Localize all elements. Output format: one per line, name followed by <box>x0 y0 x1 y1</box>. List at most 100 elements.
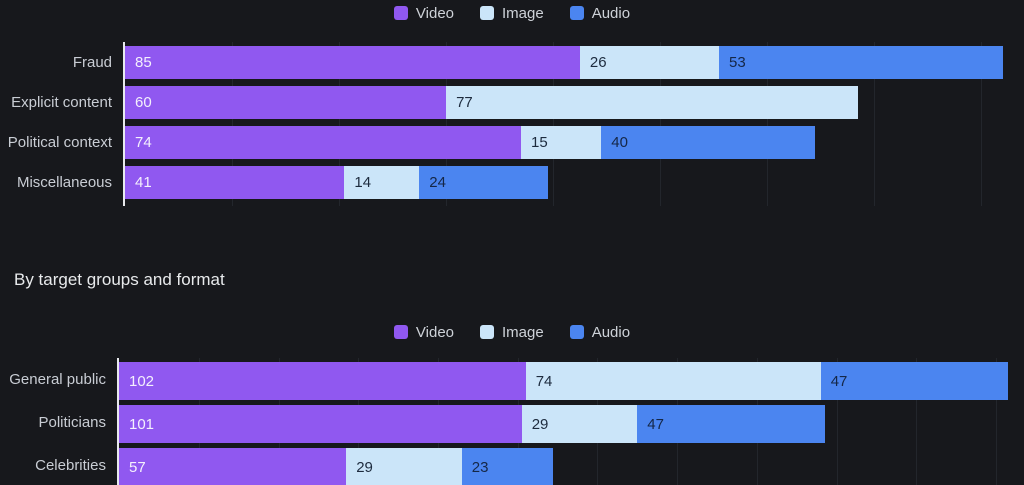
value-label: 53 <box>728 54 746 71</box>
category-label: Political context <box>7 133 112 151</box>
legend-label: Video <box>415 323 454 341</box>
gridline <box>339 42 340 206</box>
value-label: 57 <box>129 458 146 476</box>
stacked-bar: 85 26 53 <box>125 46 1003 79</box>
gridline <box>232 42 233 206</box>
value-label: 85 <box>135 54 152 71</box>
legend-label: Audio <box>591 4 631 22</box>
value-label: 14 <box>354 174 372 191</box>
bar-segment-audio: 23 <box>461 448 554 485</box>
category-label: Miscellaneous <box>16 173 112 191</box>
value-label: 47 <box>647 415 664 433</box>
bar-segment-image: 14 <box>344 166 420 199</box>
value-label: 74 <box>135 134 152 151</box>
value-label: 23 <box>471 458 489 476</box>
legend-item-video: Video <box>393 323 454 341</box>
value-label: 102 <box>129 372 155 390</box>
bar-segment-image: 26 <box>579 46 719 79</box>
bar-row: Explicit content 60 77 <box>0 82 1024 122</box>
stacked-bar: 57 29 23 <box>119 448 554 485</box>
gridline <box>874 42 876 206</box>
bar-segment-video: 85 <box>125 46 580 79</box>
bar-segment-video: 57 <box>119 448 347 485</box>
plot-area: General public 102 74 47 Politicians 101 29 47 C… <box>0 358 1024 485</box>
bar-row: Miscellaneous 41 14 24 <box>0 162 1024 202</box>
category-label: Celebrities <box>35 457 106 474</box>
deepfake-report-page: { "page": { "background_color": "#17181c… <box>0 5 1024 485</box>
bar-segment-video: 74 <box>125 126 521 159</box>
bar-segment-audio: 53 <box>718 46 1003 79</box>
legend-item-audio: Audio <box>569 323 631 341</box>
gridline <box>767 42 769 206</box>
gridline <box>553 42 555 206</box>
plot-area: Fraud 85 26 53 Explicit content 60 77 Political… <box>0 42 1024 206</box>
stacked-bar: 102 74 47 <box>119 362 1009 400</box>
bar-segment-image: 29 <box>521 405 638 443</box>
bar-row: Fraud 85 26 53 <box>0 42 1024 82</box>
bar-row: Politicians 101 29 47 <box>0 401 1024 444</box>
value-label: 15 <box>531 134 548 151</box>
legend-item-image: Image <box>480 5 544 22</box>
legend: Video Image Audio <box>0 4 1024 22</box>
bar-segment-audio: 47 <box>637 405 825 443</box>
bar-segment-image: 77 <box>446 86 859 119</box>
bar-segment-video: 60 <box>125 86 447 119</box>
value-label: 101 <box>129 415 155 433</box>
bar-row: General public 102 74 47 <box>0 358 1024 401</box>
value-label: 74 <box>535 372 553 390</box>
section-title: By target groups and format <box>14 270 225 289</box>
stacked-bar: 74 15 40 <box>125 126 816 159</box>
category-label: Explicit content <box>11 93 112 111</box>
bar-segment-image: 29 <box>346 448 462 485</box>
bar-segment-audio: 24 <box>419 166 548 199</box>
legend-item-image: Image <box>480 324 544 341</box>
value-label: 26 <box>589 54 607 71</box>
value-label: 29 <box>531 415 549 433</box>
category-label: General public <box>9 371 106 388</box>
bar-segment-video: 101 <box>119 405 522 443</box>
y-axis-line <box>123 42 125 206</box>
y-axis-line <box>117 358 119 485</box>
value-label: 60 <box>135 94 152 111</box>
bar-segment-video: 41 <box>125 166 345 199</box>
value-label: 29 <box>356 458 373 476</box>
bar-segment-audio: 47 <box>820 362 1009 400</box>
video-swatch-icon <box>393 325 408 339</box>
stacked-bar: 60 77 <box>125 86 859 119</box>
legend-label: Image <box>502 4 544 22</box>
image-swatch-icon <box>480 325 494 339</box>
bar-segment-image: 74 <box>525 362 821 400</box>
chart-by-target-group-and-format: Video Image Audio General public 102 74 47 Pol… <box>0 324 1024 485</box>
legend-item-video: Video <box>393 4 454 22</box>
gridline <box>836 358 838 485</box>
legend-label: Video <box>415 4 454 22</box>
bar-row: Celebrities 57 29 23 <box>0 444 1024 485</box>
category-label: Politicians <box>38 414 106 431</box>
value-label: 77 <box>456 94 473 111</box>
value-label: 47 <box>830 372 848 390</box>
legend-label: Image <box>502 323 544 341</box>
chart-by-reason-and-format: Video Image Audio Fraud 85 26 53 Explicit cont… <box>0 5 1024 206</box>
bar-segment-video: 102 <box>119 362 526 400</box>
bar-segment-audio: 40 <box>601 126 816 159</box>
legend: Video Image Audio <box>0 323 1024 341</box>
value-label: 24 <box>429 174 446 191</box>
bar-row: Political context 74 15 40 <box>0 122 1024 162</box>
gridline <box>916 358 918 485</box>
gridline <box>660 42 662 206</box>
gridline <box>996 358 998 485</box>
gridline <box>981 42 983 206</box>
value-label: 40 <box>611 134 628 151</box>
legend-item-audio: Audio <box>569 4 631 22</box>
legend-label: Audio <box>591 323 631 341</box>
audio-swatch-icon <box>569 6 584 20</box>
category-label: Fraud <box>72 53 112 71</box>
audio-swatch-icon <box>569 325 584 339</box>
stacked-bar: 101 29 47 <box>119 405 825 443</box>
value-label: 41 <box>135 174 152 191</box>
video-swatch-icon <box>393 6 408 20</box>
image-swatch-icon <box>480 6 494 20</box>
stacked-bar: 41 14 24 <box>125 166 548 199</box>
gridline <box>446 42 448 206</box>
bar-segment-image: 15 <box>521 126 602 159</box>
